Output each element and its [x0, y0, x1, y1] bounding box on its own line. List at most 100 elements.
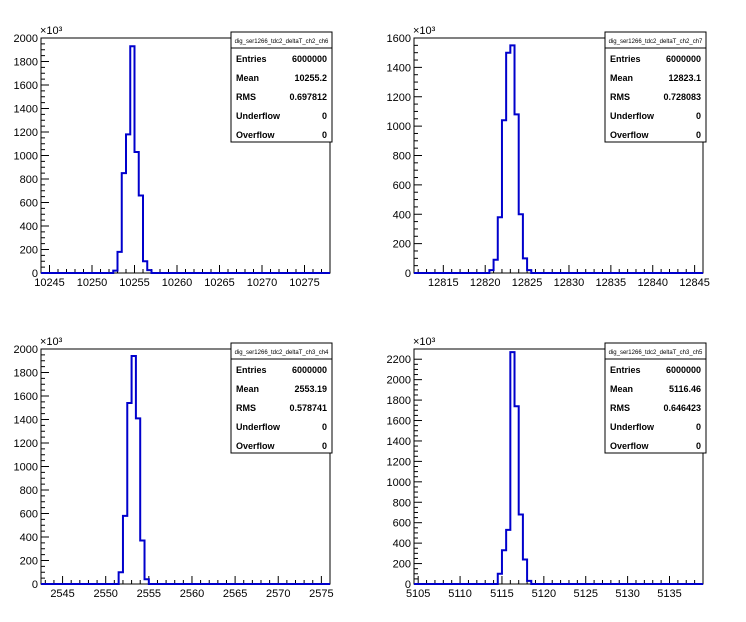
x-tick-label: 12820 — [470, 277, 501, 289]
histogram-bin — [130, 46, 134, 273]
y-tick-label: 600 — [20, 198, 38, 210]
y-multiplier-label: ×10³ — [413, 336, 436, 348]
histogram-panel-4: 0 200 400 600 800 1000 1200 1400 1600 1800 2000 220… — [387, 336, 707, 600]
x-tick-label: 2550 — [93, 588, 117, 600]
y-tick-label: 2200 — [387, 354, 411, 366]
x-tick-label: 5105 — [406, 588, 430, 600]
y-tick-label: 1200 — [387, 92, 411, 104]
histogram-bin — [122, 173, 126, 273]
x-tick-label: 2545 — [50, 588, 74, 600]
x-tick-label: 5135 — [657, 588, 681, 600]
histogram-bin — [143, 261, 147, 273]
stats-value: 0.697812 — [289, 92, 327, 102]
x-tick-label: 12825 — [512, 277, 543, 289]
stats-label: Overflow — [610, 130, 650, 140]
histogram-bin — [113, 271, 117, 273]
histogram-line — [41, 45, 330, 274]
histogram-bin — [132, 356, 136, 584]
histogram-bin — [140, 541, 144, 584]
histogram-line — [414, 351, 703, 585]
x-tick-label: 10270 — [247, 277, 278, 289]
y-tick-label: 1000 — [14, 151, 38, 163]
x-tick-label: 2570 — [266, 588, 290, 600]
stats-box — [604, 31, 707, 143]
y-tick-label: 1800 — [14, 57, 38, 69]
x-tick-label: 12840 — [637, 277, 668, 289]
x-tick-label: 5120 — [532, 588, 556, 600]
histogram-bin — [515, 406, 519, 584]
histogram-bin — [498, 574, 502, 584]
stats-label: Entries — [236, 54, 267, 64]
y-tick-label: 1600 — [387, 33, 411, 45]
histogram-bin — [506, 53, 510, 273]
histogram-bin — [145, 579, 149, 584]
y-tick-label: 1200 — [387, 456, 411, 468]
y-tick-label: 600 — [393, 180, 411, 192]
x-tick-label: 10265 — [204, 277, 235, 289]
y-tick-label: 1200 — [14, 127, 38, 139]
stats-value: 12823.1 — [668, 73, 701, 83]
histogram-bin — [506, 530, 510, 584]
stats-value: 0 — [322, 441, 327, 451]
histogram-bin — [523, 559, 527, 584]
stats-value: 0 — [696, 422, 701, 432]
stats-title: dig_ser1266_tdc2_deltaT_ch2_ch6 — [235, 39, 329, 45]
y-tick-label: 0 — [405, 268, 411, 280]
stats-label: RMS — [236, 403, 256, 413]
y-tick-label: 400 — [393, 538, 411, 550]
x-tick-label: 10255 — [119, 277, 150, 289]
x-tick-label: 5110 — [448, 588, 472, 600]
y-tick-label: 2000 — [14, 344, 38, 356]
y-tick-label: 1400 — [14, 415, 38, 427]
histogram-bin — [139, 195, 143, 273]
stats-value: 0 — [322, 130, 327, 140]
histogram-bin — [515, 114, 519, 273]
y-tick-label: 200 — [20, 245, 38, 257]
y-tick-label: 600 — [20, 509, 38, 521]
histogram-bin — [127, 403, 131, 584]
histogram-panel-3: 0 200 400 600 800 1000 1200 1400 1600 1800 2000 254… — [14, 336, 334, 600]
histogram-bin — [118, 252, 122, 273]
x-tick-label: 2560 — [180, 588, 204, 600]
histogram-bin — [489, 270, 493, 273]
stats-label: Underflow — [236, 111, 281, 121]
stats-box — [230, 31, 333, 143]
histogram-panel-1: 0 200 400 600 800 1000 1200 1400 1600 1800 2000 102… — [14, 25, 333, 289]
y-tick-label: 600 — [393, 518, 411, 530]
stats-label: Mean — [236, 73, 259, 83]
stats-box — [604, 342, 707, 454]
x-tick-label: 2565 — [223, 588, 247, 600]
stats-label: Mean — [236, 384, 259, 394]
histogram-line — [414, 44, 703, 274]
stats-label: Overflow — [610, 441, 650, 451]
y-tick-label: 400 — [393, 209, 411, 221]
x-tick-label: 2555 — [137, 588, 161, 600]
x-tick-label: 2575 — [309, 588, 333, 600]
y-multiplier-label: ×10³ — [413, 25, 436, 37]
stats-value: 0 — [322, 422, 327, 432]
y-multiplier-label: ×10³ — [40, 25, 63, 37]
y-tick-label: 2000 — [387, 375, 411, 387]
x-tick-label: 12845 — [679, 277, 710, 289]
stats-value: 0 — [696, 441, 701, 451]
stats-value: 5116.46 — [669, 384, 701, 394]
x-tick-label: 12815 — [428, 277, 459, 289]
stats-box — [230, 342, 333, 454]
histogram-bin — [136, 418, 140, 584]
y-tick-label: 400 — [20, 221, 38, 233]
stats-value: 0.728083 — [663, 92, 701, 102]
stats-label: RMS — [610, 92, 630, 102]
stats-label: Entries — [610, 54, 641, 64]
stats-value: 6000000 — [292, 54, 327, 64]
stats-value: 0 — [322, 111, 327, 121]
stats-label: Entries — [610, 365, 641, 375]
stats-value: 6000000 — [666, 365, 701, 375]
y-tick-label: 1000 — [387, 477, 411, 489]
histogram-bin — [502, 550, 506, 584]
histogram-bin — [519, 515, 523, 584]
y-tick-label: 800 — [20, 485, 38, 497]
stats-label: Underflow — [610, 111, 655, 121]
stats-label: RMS — [236, 92, 256, 102]
y-tick-label: 1600 — [14, 80, 38, 92]
